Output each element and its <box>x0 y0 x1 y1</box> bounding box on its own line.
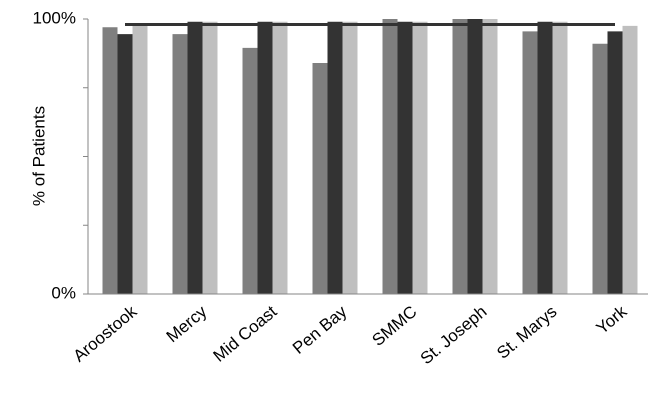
x-tick-label: St. Marys <box>493 302 560 363</box>
bar <box>102 27 118 294</box>
bar <box>172 34 188 294</box>
bar <box>132 24 148 294</box>
x-tick-label: SMMC <box>368 302 420 350</box>
bar <box>202 21 218 294</box>
bar <box>552 21 568 294</box>
bar <box>342 21 358 294</box>
bar <box>312 63 328 294</box>
x-tick-label: Pen Bay <box>289 302 351 358</box>
bar <box>257 21 273 294</box>
x-tick-label: York <box>593 302 631 338</box>
y-tick-label: 0% <box>51 283 76 302</box>
bar <box>467 19 483 294</box>
x-tick-label: Aroostook <box>70 302 141 366</box>
bar <box>452 19 468 294</box>
bar <box>607 31 623 294</box>
bar <box>537 21 553 294</box>
x-tick-label: Mercy <box>163 302 211 347</box>
y-axis-label: % of Patients <box>29 106 48 206</box>
bar <box>242 47 258 294</box>
bar <box>622 25 638 294</box>
bar <box>522 31 538 294</box>
bar <box>397 21 413 294</box>
bar <box>592 43 608 294</box>
bar <box>412 21 428 294</box>
x-tick-label: St. Joseph <box>417 302 491 368</box>
bar <box>482 19 498 294</box>
bar <box>187 21 203 294</box>
bar <box>382 19 398 294</box>
bar <box>272 21 288 294</box>
bar <box>327 21 343 294</box>
x-tick-label: Mid Coast <box>210 302 281 366</box>
bar <box>117 34 133 294</box>
y-tick-label: 100% <box>33 8 76 27</box>
